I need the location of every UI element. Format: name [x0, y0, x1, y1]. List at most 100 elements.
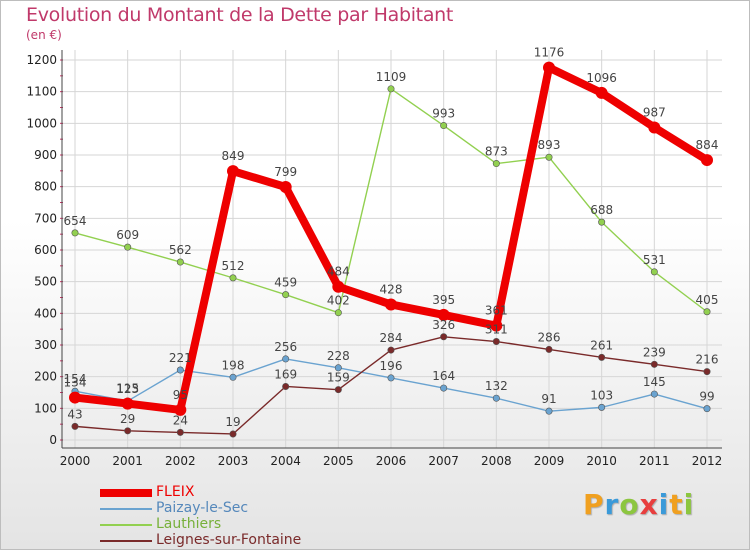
data-point	[385, 298, 397, 311]
data-point	[545, 153, 553, 161]
data-label: 562	[169, 243, 192, 257]
y-tick-label: 800	[34, 180, 57, 194]
data-label: 361	[485, 304, 508, 318]
data-point	[650, 360, 658, 368]
data-label: 284	[380, 331, 403, 345]
data-label: 216	[696, 353, 719, 367]
x-tick-label: 2003	[218, 454, 249, 468]
data-point	[71, 422, 79, 430]
data-label: 459	[274, 276, 297, 290]
data-label: 428	[380, 282, 403, 296]
data-point	[279, 180, 292, 193]
y-tick-label: 1000	[26, 116, 57, 130]
x-tick-label: 2011	[639, 454, 670, 468]
logo-letter: i	[683, 488, 695, 521]
x-tick-label: 2005	[323, 454, 354, 468]
logo-letter: r	[604, 488, 620, 521]
data-label: 221	[169, 351, 192, 365]
data-point	[282, 355, 290, 363]
data-point	[229, 373, 237, 381]
data-point	[176, 258, 184, 266]
data-point	[650, 390, 658, 398]
y-tick-label: 200	[34, 370, 57, 384]
data-label: 95	[173, 388, 188, 402]
data-label: 609	[116, 228, 139, 242]
data-label: 849	[222, 149, 245, 163]
data-label: 799	[274, 165, 297, 179]
data-label: 884	[696, 138, 719, 152]
logo-letter: x	[639, 488, 659, 521]
x-tick-label: 2010	[586, 454, 617, 468]
data-label: 123	[116, 382, 139, 396]
data-label: 484	[327, 265, 350, 279]
data-label: 531	[643, 253, 666, 267]
data-label: 654	[64, 214, 87, 228]
data-label: 145	[643, 375, 666, 389]
data-label: 24	[173, 413, 188, 427]
y-tick-label: 400	[34, 306, 57, 320]
data-point	[703, 308, 711, 316]
data-labels: 134 115 95 849 799 484 428 395 361 1176 1096 987 884…	[64, 46, 719, 429]
chart-title: Evolution du Montant de la Dette par Hab…	[26, 4, 454, 26]
data-point	[492, 338, 500, 346]
y-tick-label: 500	[34, 275, 57, 289]
data-label: 993	[432, 107, 455, 121]
data-point	[124, 427, 132, 435]
legend-label: Leignes-sur-Fontaine	[156, 532, 302, 548]
data-label: 159	[327, 371, 350, 385]
data-point	[71, 229, 79, 237]
data-point	[598, 353, 606, 361]
data-point	[701, 154, 713, 167]
y-tick-label: 300	[34, 338, 57, 352]
data-point	[703, 368, 711, 376]
x-tick-label: 2002	[165, 454, 196, 468]
x-tick-label: 2007	[428, 454, 459, 468]
y-tick-label: 600	[34, 243, 57, 257]
data-point	[124, 243, 132, 251]
data-point	[650, 268, 658, 276]
data-label: 405	[696, 293, 719, 307]
data-point	[598, 403, 606, 411]
x-tick-label: 2001	[112, 454, 143, 468]
axes: 0 100 200 300 400 500 600 700 800 900 1000 1100 1200…	[26, 50, 722, 468]
data-label: 228	[327, 349, 350, 363]
data-label: 286	[538, 330, 561, 344]
data-point	[387, 85, 395, 93]
data-label: 326	[432, 318, 455, 332]
data-label: 512	[222, 259, 245, 273]
data-point	[595, 86, 608, 99]
data-label: 43	[67, 407, 82, 421]
data-point	[437, 308, 450, 321]
data-point	[229, 430, 237, 438]
data-label: 1109	[376, 70, 407, 84]
data-point	[334, 386, 342, 394]
data-label: 198	[222, 358, 245, 372]
data-point	[387, 374, 395, 382]
logo-letter: i	[658, 488, 670, 521]
data-label: 103	[590, 388, 613, 402]
data-point	[332, 280, 345, 293]
data-point	[121, 397, 134, 410]
legend-swatch	[100, 508, 152, 510]
data-point	[69, 391, 81, 404]
data-label: 154	[64, 372, 87, 386]
data-point	[492, 394, 500, 402]
data-point	[440, 384, 448, 392]
data-label: 164	[432, 369, 455, 383]
x-tick-label: 2009	[534, 454, 565, 468]
data-point	[440, 333, 448, 341]
data-label: 19	[225, 415, 240, 429]
data-point	[545, 345, 553, 353]
proxiti-logo: Proxiti	[583, 488, 694, 521]
data-label: 395	[432, 293, 455, 307]
data-point	[334, 309, 342, 317]
data-label: 256	[274, 340, 297, 354]
data-point	[490, 319, 503, 332]
data-label: 99	[699, 390, 714, 404]
data-point	[703, 405, 711, 413]
data-point	[387, 346, 395, 354]
data-point	[174, 403, 187, 416]
data-point	[282, 382, 290, 390]
data-label: 132	[485, 379, 508, 393]
